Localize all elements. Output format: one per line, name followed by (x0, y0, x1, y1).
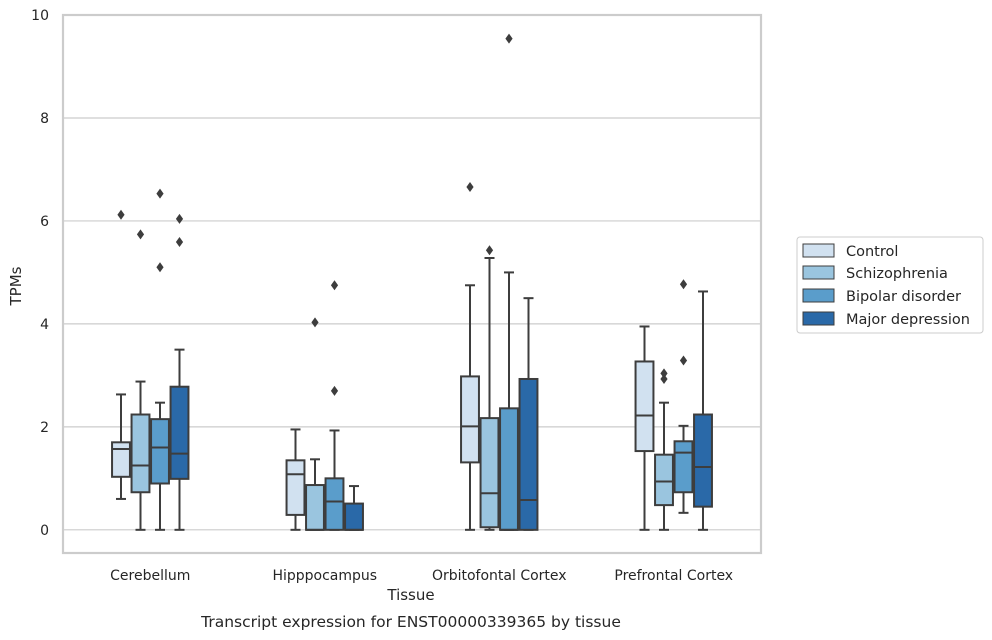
x-tick-label: Orbitofontal Cortex (432, 568, 567, 584)
y-tick-label: 8 (40, 111, 49, 127)
box-iqr (518, 377, 539, 531)
chart-caption: Transcript expression for ENST0000033936… (200, 613, 621, 631)
plot-border (61, 13, 763, 555)
x-tick-label: Prefrontal Cortex (614, 568, 733, 584)
legend: Control Schizophrenia Bipolar disorder M… (796, 236, 984, 334)
box-iqr (693, 413, 713, 508)
outlier-point (136, 229, 145, 240)
x-axis-label: Tissue (386, 586, 434, 604)
outlier-point (330, 385, 339, 396)
x-tick-label: Cerebellum (110, 568, 190, 584)
legend-label-control: Control (846, 244, 898, 260)
legend-swatch-bipolar (802, 288, 835, 303)
y-axis-label: TPMs (7, 266, 25, 306)
outlier-point (156, 188, 164, 199)
plot-frame (61, 13, 763, 555)
outlier-point (466, 181, 474, 192)
box-iqr (460, 375, 480, 464)
box-2-0 (150, 188, 170, 531)
box-1-3 (654, 368, 674, 531)
box-3-0 (169, 213, 190, 531)
box-iqr (324, 477, 345, 531)
box-1-2 (479, 245, 500, 531)
legend-swatch-control (802, 243, 835, 258)
box-1-0 (130, 229, 151, 531)
box-2-1 (324, 280, 345, 531)
legend-swatch-schizophrenia (802, 265, 835, 280)
outlier-point (311, 317, 319, 328)
outlier-point (117, 209, 125, 220)
box-0-3 (634, 325, 655, 531)
outlier-point (679, 355, 688, 366)
outlier-point (485, 245, 494, 256)
box-3-1 (344, 485, 364, 531)
y-tick-label: 6 (40, 214, 49, 230)
outlier-point (175, 237, 184, 248)
box-iqr (130, 413, 151, 494)
box-iqr (673, 440, 694, 494)
boxes (111, 33, 713, 531)
y-tick-label: 4 (40, 317, 49, 333)
outlier-point (330, 280, 339, 291)
legend-frame (796, 236, 984, 334)
y-tick-label: 10 (31, 8, 49, 24)
box-iqr (285, 459, 306, 516)
x-tick-label: Hipppocampus (272, 568, 377, 584)
box-2-2 (499, 33, 519, 531)
axes: 0 2 4 6 8 10 Cerebellum Hipppocampus Orbitofonta… (31, 8, 733, 584)
outlier-point (660, 368, 668, 379)
outlier-point (679, 279, 688, 290)
box-iqr (634, 360, 655, 453)
box-1-1 (305, 317, 325, 531)
outlier-point (505, 33, 513, 44)
box-iqr (499, 407, 519, 531)
outlier-point (156, 262, 164, 273)
box-0-2 (460, 181, 480, 531)
box-iqr (479, 417, 500, 529)
box-iqr (344, 502, 364, 531)
legend-label-schizophrenia: Schizophrenia (846, 266, 948, 282)
box-3-3 (693, 290, 713, 531)
box-2-3 (673, 279, 694, 514)
legend-label-bipolar: Bipolar disorder (846, 289, 961, 305)
y-tick-label: 2 (40, 420, 49, 436)
y-tick-label: 0 (40, 523, 49, 539)
box-3-2 (518, 297, 539, 531)
box-iqr (150, 418, 170, 485)
legend-swatch-major-depression (802, 311, 835, 326)
box-iqr (169, 385, 190, 480)
box-iqr (305, 484, 325, 531)
box-iqr (654, 453, 674, 507)
legend-label-major-depression: Major depression (846, 312, 970, 328)
outlier-point (660, 373, 668, 384)
box-0-0 (111, 209, 131, 500)
outlier-point (175, 213, 184, 224)
box-0-1 (285, 428, 306, 531)
box-iqr (111, 441, 131, 478)
